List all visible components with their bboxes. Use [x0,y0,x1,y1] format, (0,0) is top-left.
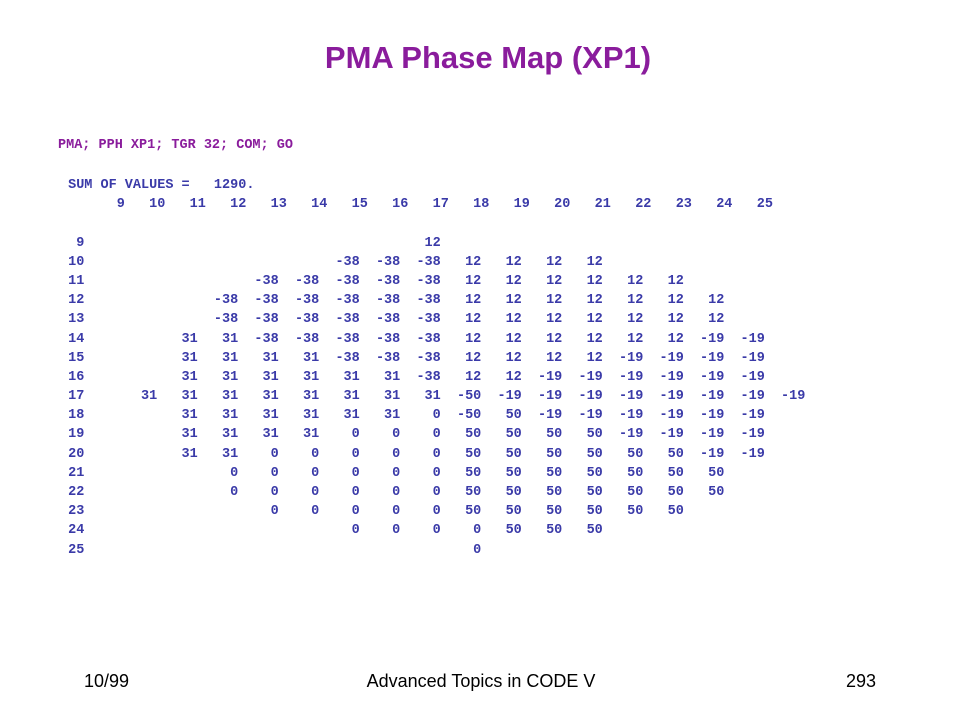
phase-map-row: 17 31 31 31 31 31 31 31 31 -50 -19 -19 -… [60,389,806,405]
phase-map-row: 22 0 0 0 0 0 0 50 50 50 50 50 50 50 [60,485,725,500]
phase-map-row: 15 31 31 31 31 -38 -38 -38 12 12 12 12 -… [60,350,765,366]
phase-map-row: 12 -38 -38 -38 -38 -38 -38 12 12 12 12 1… [60,293,725,309]
slide-title: PMA Phase Map (XP1) [324,40,652,75]
phase-map-row: 25 0 [60,542,482,558]
footer-date: 10/99 [84,671,130,691]
phase-map-output: SUM OF VALUES = 1290. 9 10 11 12 13 14 1… [60,176,805,560]
phase-map-row: 10 -38 -38 -38 12 12 12 12 [60,254,603,270]
phase-map-row: 11 -38 -38 -38 -38 -38 12 12 12 12 12 12 [60,273,684,289]
phase-map-row: 21 0 0 0 0 0 0 50 50 50 50 50 50 50 [60,465,725,481]
footer-page-number: 293 [846,671,877,691]
phase-map-row: 13 -38 -38 -38 -38 -38 -38 12 12 12 12 1… [60,312,725,328]
phase-map-row: 9 12 [60,235,441,251]
phase-map-row: 14 31 31 -38 -38 -38 -38 -38 12 12 12 12… [60,331,765,347]
command-line: PMA; PPH XP1; TGR 32; COM; GO [58,138,293,153]
phase-map-row: 18 31 31 31 31 31 31 0 -50 50 -19 -19 -1… [60,408,765,424]
phase-map-row: 20 31 31 0 0 0 0 0 50 50 50 50 50 50 -19… [60,446,765,462]
sum-of-values-line: SUM OF VALUES = 1290. [60,178,255,193]
phase-map-row: 16 31 31 31 31 31 31 -38 12 12 -19 -19 -… [60,369,765,385]
column-header-row: 9 10 11 12 13 14 15 16 17 18 19 20 21 22… [60,197,773,213]
phase-map-row [60,214,805,233]
phase-map-row: 19 31 31 31 31 0 0 0 50 50 50 50 -19 -19… [60,427,765,443]
phase-map-row: 23 0 0 0 0 0 50 50 50 50 50 50 [60,504,684,520]
phase-map-row: 24 0 0 0 0 50 50 50 [60,523,603,539]
footer-course-title: Advanced Topics in CODE V [366,671,596,691]
